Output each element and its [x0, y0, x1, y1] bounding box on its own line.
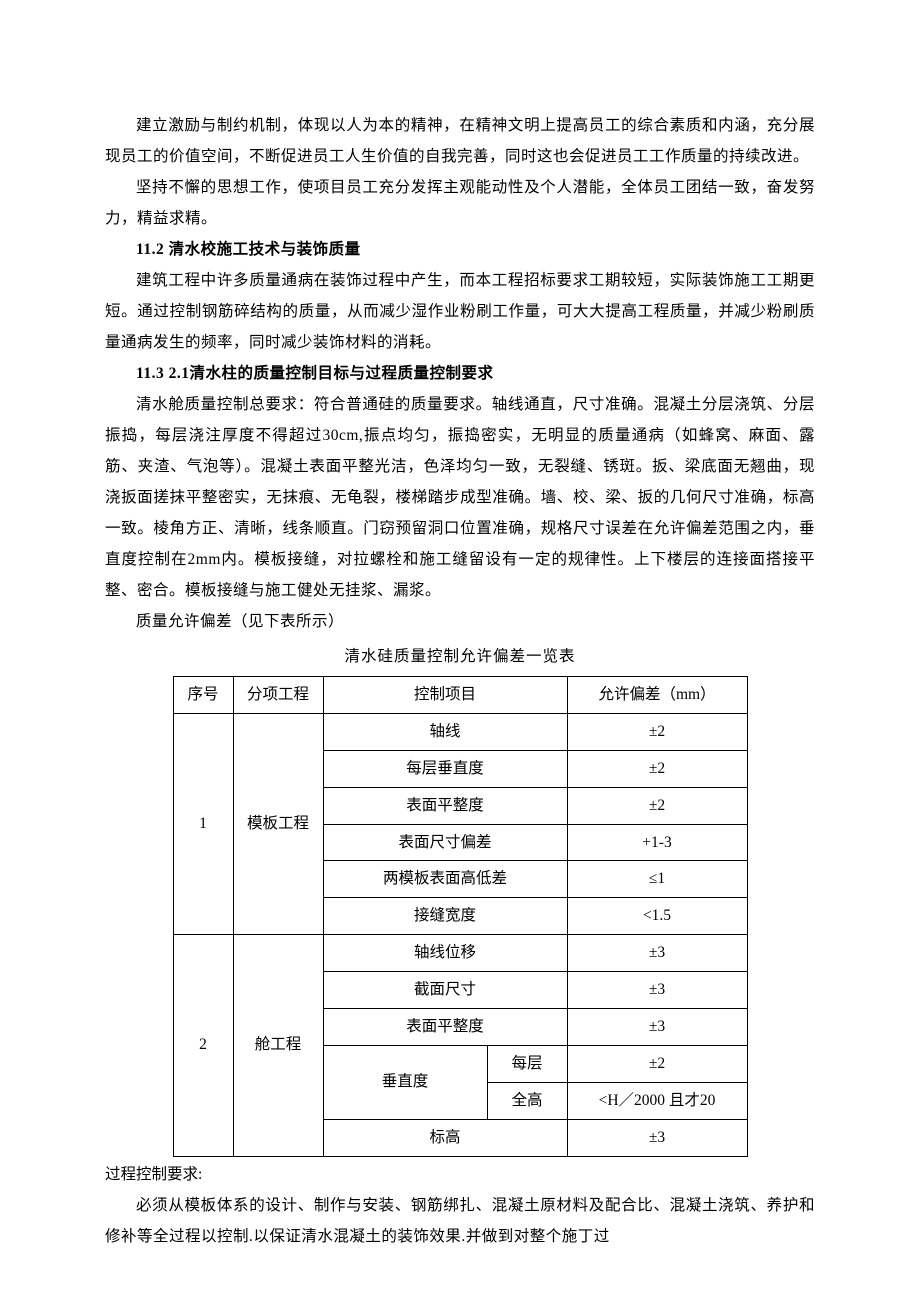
table-row: 2 舱工程 轴线位移 ±3 — [173, 935, 747, 972]
heading-11-2: 11.2 清水校施工技术与装饰质量 — [105, 234, 815, 265]
paragraph-construction-quality: 建筑工程中许多质量通病在装饰过程中产生，而本工程招标要求工期较短，实际装饰施工工… — [105, 265, 815, 358]
cell-tol: <H／2000 且才20 — [567, 1082, 747, 1119]
cell-ctrl: 表面平整度 — [323, 787, 567, 824]
cell-ctrl: 接缝宽度 — [323, 898, 567, 935]
cell-ctrl: 表面尺寸偏差 — [323, 824, 567, 861]
paragraph-process-control-desc: 必须从模板体系的设计、制作与安装、钢筋绑扎、混凝土原材料及配合比、混凝土浇筑、养… — [105, 1190, 815, 1252]
cell-ctrl: 两模板表面高低差 — [323, 861, 567, 898]
heading-11-3-2-1: 11.3 2.1清水柱的质量控制目标与过程质量控制要求 — [105, 358, 815, 389]
paragraph-tolerance-ref: 质量允许偏差（见下表所示） — [105, 606, 815, 637]
tolerance-table: 序号 分项工程 控制项目 允许偏差（mm） 1 模板工程 轴线 ±2 每层垂直度… — [173, 676, 748, 1157]
cell-tol: ±3 — [567, 1009, 747, 1046]
header-control-item: 控制项目 — [323, 677, 567, 714]
table-caption: 清水硅质量控制允许偏差一览表 — [105, 641, 815, 672]
cell-ctrl-verticality: 垂直度 — [323, 1045, 487, 1119]
header-tolerance: 允许偏差（mm） — [567, 677, 747, 714]
paragraph-incentive: 建立激励与制约机制，体现以人为本的精神，在精神文明上提高员工的综合素质和内涵，充… — [105, 110, 815, 172]
cell-tol: ±3 — [567, 972, 747, 1009]
cell-ctrl: 截面尺寸 — [323, 972, 567, 1009]
table-row: 1 模板工程 轴线 ±2 — [173, 713, 747, 750]
cell-tol: ±2 — [567, 713, 747, 750]
cell-tol: ≤1 — [567, 861, 747, 898]
table-header-row: 序号 分项工程 控制项目 允许偏差（mm） — [173, 677, 747, 714]
cell-ctrl: 每层垂直度 — [323, 750, 567, 787]
cell-proj-formwork: 模板工程 — [233, 713, 323, 934]
cell-ctrl: 表面平整度 — [323, 1009, 567, 1046]
paragraph-ideology: 坚持不懈的思想工作，使项目员工充分发挥主观能动性及个人潜能，全体员工团结一致，奋… — [105, 172, 815, 234]
cell-ctrl: 轴线 — [323, 713, 567, 750]
cell-ctrl: 轴线位移 — [323, 935, 567, 972]
cell-tol: ±3 — [567, 1119, 747, 1156]
header-seq: 序号 — [173, 677, 233, 714]
cell-tol: ±2 — [567, 1045, 747, 1082]
cell-ctrl: 标高 — [323, 1119, 567, 1156]
header-project: 分项工程 — [233, 677, 323, 714]
cell-sub-full-height: 全高 — [487, 1082, 567, 1119]
cell-tol: ±2 — [567, 750, 747, 787]
cell-sub-each-floor: 每层 — [487, 1045, 567, 1082]
cell-tol: +1-3 — [567, 824, 747, 861]
cell-proj-cabin: 舱工程 — [233, 935, 323, 1156]
cell-tol: <1.5 — [567, 898, 747, 935]
paragraph-process-control-label: 过程控制要求: — [105, 1159, 815, 1190]
cell-seq-2: 2 — [173, 935, 233, 1156]
cell-tol: ±2 — [567, 787, 747, 824]
cell-seq-1: 1 — [173, 713, 233, 934]
paragraph-quality-requirements: 清水舱质量控制总要求：符合普通硅的质量要求。轴线通直，尺寸准确。混凝土分层浇筑、… — [105, 389, 815, 606]
cell-tol: ±3 — [567, 935, 747, 972]
